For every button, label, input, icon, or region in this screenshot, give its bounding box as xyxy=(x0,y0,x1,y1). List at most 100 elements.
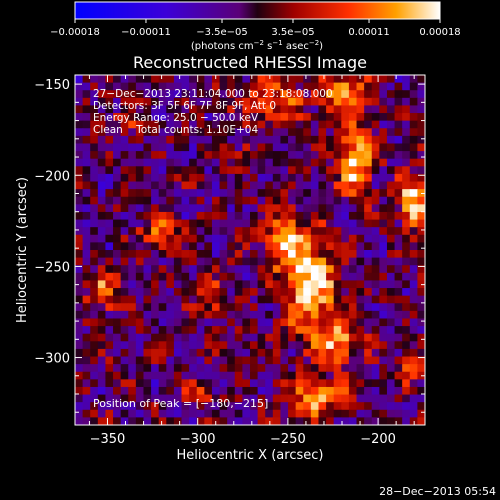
heatmap-cell xyxy=(318,181,327,190)
heatmap-cell xyxy=(371,196,380,205)
heatmap-cell xyxy=(196,181,205,190)
heatmap-cell xyxy=(402,234,411,243)
heatmap-cell xyxy=(234,257,243,266)
heatmap-cell xyxy=(97,326,107,335)
heatmap-cell xyxy=(143,379,152,388)
heatmap-cell xyxy=(333,242,342,251)
heatmap-cell xyxy=(402,113,411,122)
heatmap-cell xyxy=(265,234,274,243)
heatmap-cell xyxy=(227,326,236,335)
heatmap-cell xyxy=(364,181,373,190)
heatmap-cell xyxy=(82,318,91,327)
heatmap-cell xyxy=(204,166,213,175)
heatmap-cell xyxy=(105,196,114,205)
heatmap-cell xyxy=(409,326,418,335)
heatmap-cell xyxy=(204,402,213,411)
heatmap-cell xyxy=(173,402,183,411)
heatmap-cell xyxy=(288,204,297,213)
heatmap-cell xyxy=(75,333,84,342)
heatmap-cell xyxy=(310,189,320,198)
heatmap-cell xyxy=(211,265,221,274)
heatmap-cell xyxy=(386,326,396,335)
heatmap-cell xyxy=(371,394,380,403)
heatmap-cell xyxy=(356,219,365,228)
heatmap-cell xyxy=(173,90,183,99)
heatmap-cell xyxy=(364,417,373,425)
heatmap-cell xyxy=(288,379,297,388)
heatmap-cell xyxy=(128,272,137,282)
heatmap-cell xyxy=(394,295,403,304)
heatmap-cell xyxy=(211,379,221,388)
heatmap-cell xyxy=(341,227,350,236)
heatmap-cell xyxy=(371,250,380,259)
heatmap-cell xyxy=(234,341,243,350)
heatmap-cell xyxy=(120,356,129,365)
heatmap-cell xyxy=(356,128,365,137)
heatmap-cell xyxy=(234,82,243,91)
heatmap-cell xyxy=(143,189,152,198)
heatmap-cell xyxy=(234,234,243,243)
heatmap-cell xyxy=(364,409,373,418)
heatmap-cell xyxy=(204,128,213,137)
heatmap-cell xyxy=(219,303,228,312)
colorbar: −0.00018 −0.00011 −3.5e−05 3.5e−05 0.00011 0.… xyxy=(50,1,461,52)
heatmap-cell xyxy=(379,402,388,411)
heatmap-cell xyxy=(333,75,342,84)
heatmap-cell xyxy=(234,303,243,312)
heatmap-cell xyxy=(135,371,145,380)
heatmap-cell xyxy=(219,173,228,183)
heatmap-cell xyxy=(326,105,335,114)
heatmap-cell xyxy=(295,379,304,388)
heatmap-cell xyxy=(113,310,122,320)
heatmap-cell xyxy=(196,105,205,114)
heatmap-cell xyxy=(211,227,221,236)
heatmap-cell xyxy=(227,166,236,175)
heatmap-cell xyxy=(128,288,137,297)
heatmap-cell xyxy=(326,173,335,183)
heatmap-cell xyxy=(379,318,388,327)
heatmap-cell xyxy=(265,356,274,365)
heatmap-cell xyxy=(105,242,114,251)
heatmap-cell xyxy=(333,181,342,190)
heatmap-cell xyxy=(135,280,145,289)
heatmap-cell xyxy=(295,318,304,327)
heatmap-cell xyxy=(280,173,289,183)
heatmap-cell xyxy=(288,82,297,91)
heatmap-cell xyxy=(143,105,152,114)
heatmap-cell xyxy=(75,173,84,183)
heatmap-cell xyxy=(250,386,259,396)
heatmap-cell xyxy=(356,379,365,388)
heatmap-cell xyxy=(90,151,99,160)
heatmap-cell xyxy=(295,97,304,107)
heatmap-cell xyxy=(204,113,213,122)
heatmap-cell xyxy=(166,181,175,190)
heatmap-cell xyxy=(394,97,403,107)
heatmap-cell xyxy=(257,326,266,335)
heatmap-cell xyxy=(371,318,380,327)
heatmap-cell xyxy=(318,234,327,243)
heatmap-cell xyxy=(371,333,380,342)
heatmap-cell xyxy=(181,379,190,388)
heatmap-cell xyxy=(143,75,152,84)
heatmap-cell xyxy=(288,318,297,327)
heatmap-cell xyxy=(394,409,403,418)
heatmap-cell xyxy=(105,173,114,183)
heatmap-cell xyxy=(257,158,266,167)
heatmap-cell xyxy=(158,310,167,320)
heatmap-cell xyxy=(348,120,358,129)
heatmap-cell xyxy=(386,402,396,411)
heatmap-cell xyxy=(242,75,251,84)
heatmap-cell xyxy=(288,128,297,137)
heatmap-cell xyxy=(143,402,152,411)
heatmap-cell xyxy=(181,364,190,373)
heatmap-cell xyxy=(310,295,320,304)
heatmap-cell xyxy=(204,90,213,99)
heatmap-cell xyxy=(219,135,228,145)
heatmap-cell xyxy=(97,234,107,243)
heatmap-cell xyxy=(295,356,304,365)
heatmap-cell xyxy=(128,386,137,396)
heatmap-cell xyxy=(371,82,380,91)
heatmap-cell xyxy=(333,173,342,183)
heatmap-cell xyxy=(189,196,198,205)
heatmap-cell xyxy=(333,303,342,312)
